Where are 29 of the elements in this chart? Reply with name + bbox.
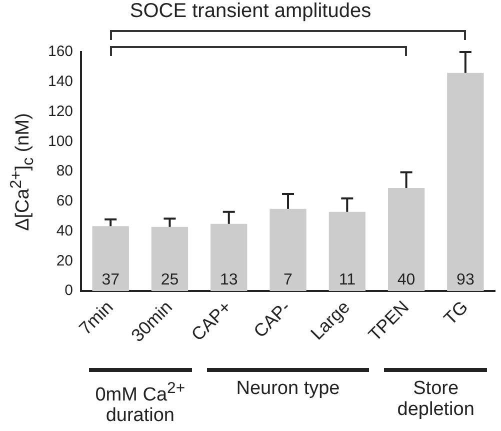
bar	[210, 224, 248, 292]
y-tick-label: 40	[56, 222, 74, 240]
y-tick-label: 80	[56, 162, 74, 180]
annotation: 37	[102, 271, 120, 288]
bar	[270, 208, 306, 292]
bar	[447, 72, 484, 292]
bar	[328, 212, 366, 292]
bar	[92, 226, 129, 292]
text: Store depletion	[396, 378, 476, 420]
bar	[388, 188, 425, 292]
y-tick-label: 100	[48, 132, 74, 150]
annotation: 93	[456, 271, 474, 288]
bar	[151, 226, 188, 292]
annotation: 25	[160, 271, 179, 288]
annotation: 11	[338, 271, 356, 288]
annotation: 13	[220, 271, 238, 288]
text: 0mM Ca$^{2+}$ duration	[94, 379, 186, 426]
y-tick-label: 140	[48, 73, 74, 90]
y-tick-label: 60	[56, 192, 74, 210]
y-tick-label: 20	[56, 252, 74, 270]
y-tick-label: 0	[64, 282, 74, 300]
annotation: 7	[284, 271, 293, 288]
y-tick-label: 160	[48, 43, 74, 60]
chart-title: SOCE transient amplitudes	[128, 0, 372, 23]
text: Neuron type	[235, 378, 341, 399]
y-tick-label: 120	[48, 102, 74, 120]
x-tick-label: TG	[440, 296, 472, 329]
annotation: 40	[397, 271, 416, 288]
x-tick-label: 7min	[75, 296, 117, 339]
